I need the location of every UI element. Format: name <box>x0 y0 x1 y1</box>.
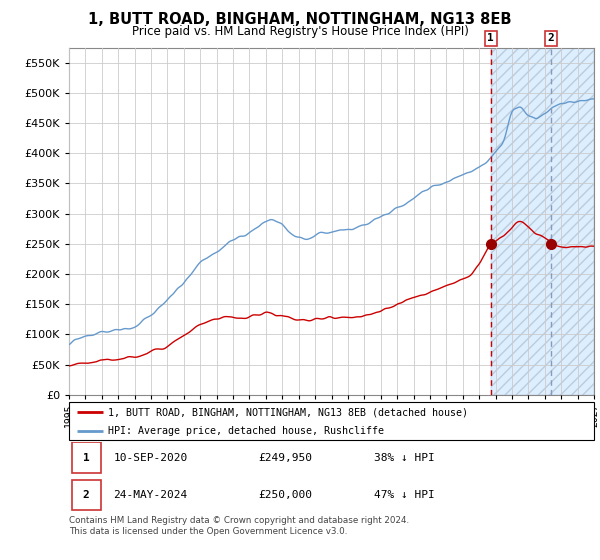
FancyBboxPatch shape <box>69 402 594 440</box>
Text: Price paid vs. HM Land Registry's House Price Index (HPI): Price paid vs. HM Land Registry's House … <box>131 25 469 38</box>
Bar <box>491 48 594 395</box>
Text: £250,000: £250,000 <box>258 490 312 500</box>
Text: 2: 2 <box>548 34 554 44</box>
Text: 38% ↓ HPI: 38% ↓ HPI <box>373 453 434 463</box>
Text: 2: 2 <box>83 490 89 500</box>
Text: 1, BUTT ROAD, BINGHAM, NOTTINGHAM, NG13 8EB: 1, BUTT ROAD, BINGHAM, NOTTINGHAM, NG13 … <box>88 12 512 27</box>
Text: Contains HM Land Registry data © Crown copyright and database right 2024.
This d: Contains HM Land Registry data © Crown c… <box>69 516 409 536</box>
Text: HPI: Average price, detached house, Rushcliffe: HPI: Average price, detached house, Rush… <box>109 426 385 436</box>
FancyBboxPatch shape <box>71 442 101 473</box>
Text: 10-SEP-2020: 10-SEP-2020 <box>113 453 188 463</box>
Text: 1: 1 <box>83 453 89 463</box>
Text: 47% ↓ HPI: 47% ↓ HPI <box>373 490 434 500</box>
Bar <box>491 48 594 395</box>
Text: £249,950: £249,950 <box>258 453 312 463</box>
Text: 24-MAY-2024: 24-MAY-2024 <box>113 490 188 500</box>
Text: 1, BUTT ROAD, BINGHAM, NOTTINGHAM, NG13 8EB (detached house): 1, BUTT ROAD, BINGHAM, NOTTINGHAM, NG13 … <box>109 407 469 417</box>
FancyBboxPatch shape <box>71 479 101 510</box>
Text: 1: 1 <box>487 34 494 44</box>
